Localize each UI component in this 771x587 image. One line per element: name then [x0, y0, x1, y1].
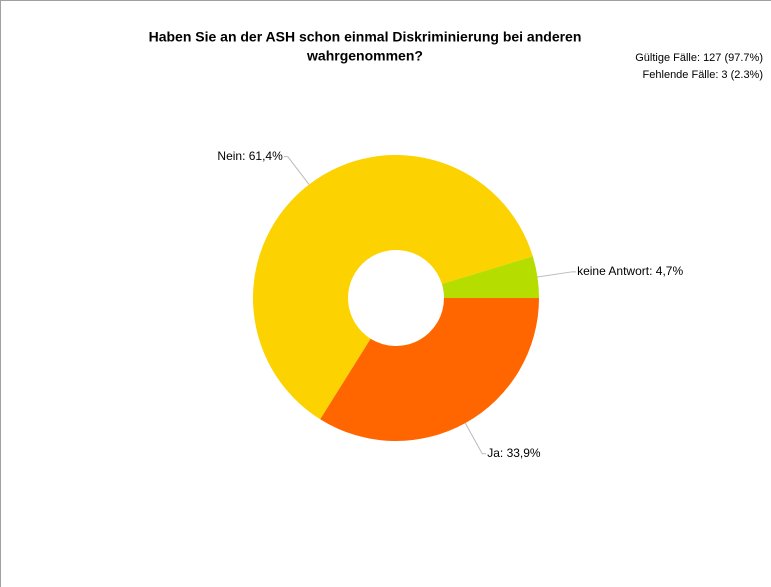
- annotation: Fehlende Fälle: 3 (2.3%): [643, 69, 763, 81]
- annotation: Gültige Fälle: 127 (97.7%): [635, 52, 763, 64]
- chart-title: Haben Sie an der ASH schon einmal Diskri…: [149, 29, 582, 45]
- slice: [320, 298, 539, 442]
- leader-line: [537, 271, 577, 278]
- slice-label: Nein: 61,4%: [217, 149, 283, 163]
- leader-line: [283, 156, 310, 185]
- slice-label: Ja: 33,9%: [487, 446, 541, 460]
- leader-line: [464, 422, 487, 455]
- slice-label: keine Antwort: 4,7%: [577, 264, 683, 278]
- slice: [252, 155, 533, 420]
- chart-title: wahrgenommen?: [306, 48, 423, 64]
- slice: [441, 256, 539, 298]
